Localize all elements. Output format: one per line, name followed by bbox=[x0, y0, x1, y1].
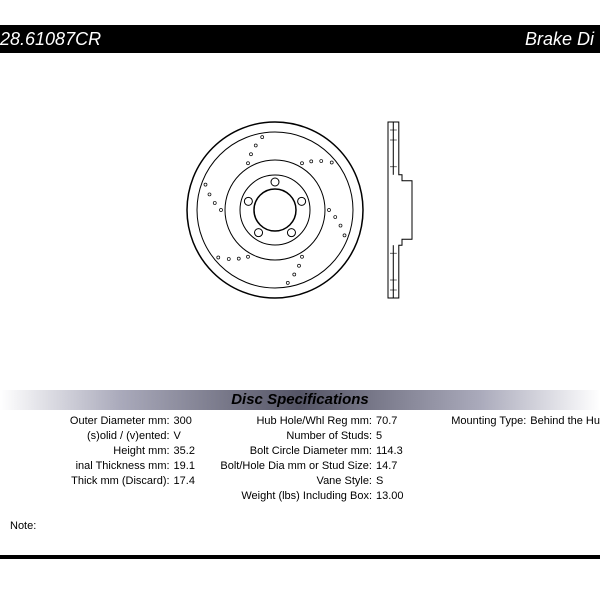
bolt-hole-value: 14.7 bbox=[376, 460, 415, 472]
solid-vented-label: (s)olid / (v)ented: bbox=[0, 430, 170, 442]
discard-value: 17.4 bbox=[174, 475, 213, 487]
thickness-label: inal Thickness mm: bbox=[0, 460, 170, 472]
note-label: Note: bbox=[10, 520, 36, 532]
rotor-front-view bbox=[185, 120, 365, 300]
spec-header: Disc Specifications bbox=[0, 390, 600, 410]
outer-diameter-label: Outer Diameter mm: bbox=[0, 415, 170, 427]
hub-hole-label: Hub Hole/Whl Reg mm: bbox=[212, 415, 372, 427]
bolt-circle-value: 114.3 bbox=[376, 445, 415, 457]
vane-value: S bbox=[376, 475, 415, 487]
solid-vented-value: V bbox=[174, 430, 213, 442]
height-value: 35.2 bbox=[174, 445, 213, 457]
part-number: 28.61087CR bbox=[0, 29, 101, 50]
thickness-value: 19.1 bbox=[174, 460, 213, 472]
header-bar: 28.61087CR Brake Di bbox=[0, 25, 600, 53]
bolt-hole-label: Bolt/Hole Dia mm or Stud Size: bbox=[212, 460, 372, 472]
vane-label: Vane Style: bbox=[212, 475, 372, 487]
rotor-side-view bbox=[385, 115, 415, 305]
discard-label: Thick mm (Discard): bbox=[0, 475, 170, 487]
bottom-border bbox=[0, 555, 600, 559]
hub-hole-value: 70.7 bbox=[376, 415, 415, 427]
weight-label: Weight (lbs) Including Box: bbox=[212, 490, 372, 502]
studs-value: 5 bbox=[376, 430, 415, 442]
product-type-label: Brake Di bbox=[525, 29, 594, 50]
weight-value: 13.00 bbox=[376, 490, 415, 502]
studs-label: Number of Studs: bbox=[212, 430, 372, 442]
mounting-value: Behind the Hu bbox=[530, 415, 600, 427]
bolt-circle-label: Bolt Circle Diameter mm: bbox=[212, 445, 372, 457]
diagram-area bbox=[0, 80, 600, 340]
height-label: Height mm: bbox=[0, 445, 170, 457]
specs-table: Outer Diameter mm: (s)olid / (v)ented: H… bbox=[0, 415, 600, 502]
outer-diameter-value: 300 bbox=[174, 415, 213, 427]
mounting-label: Mounting Type: bbox=[415, 415, 527, 427]
